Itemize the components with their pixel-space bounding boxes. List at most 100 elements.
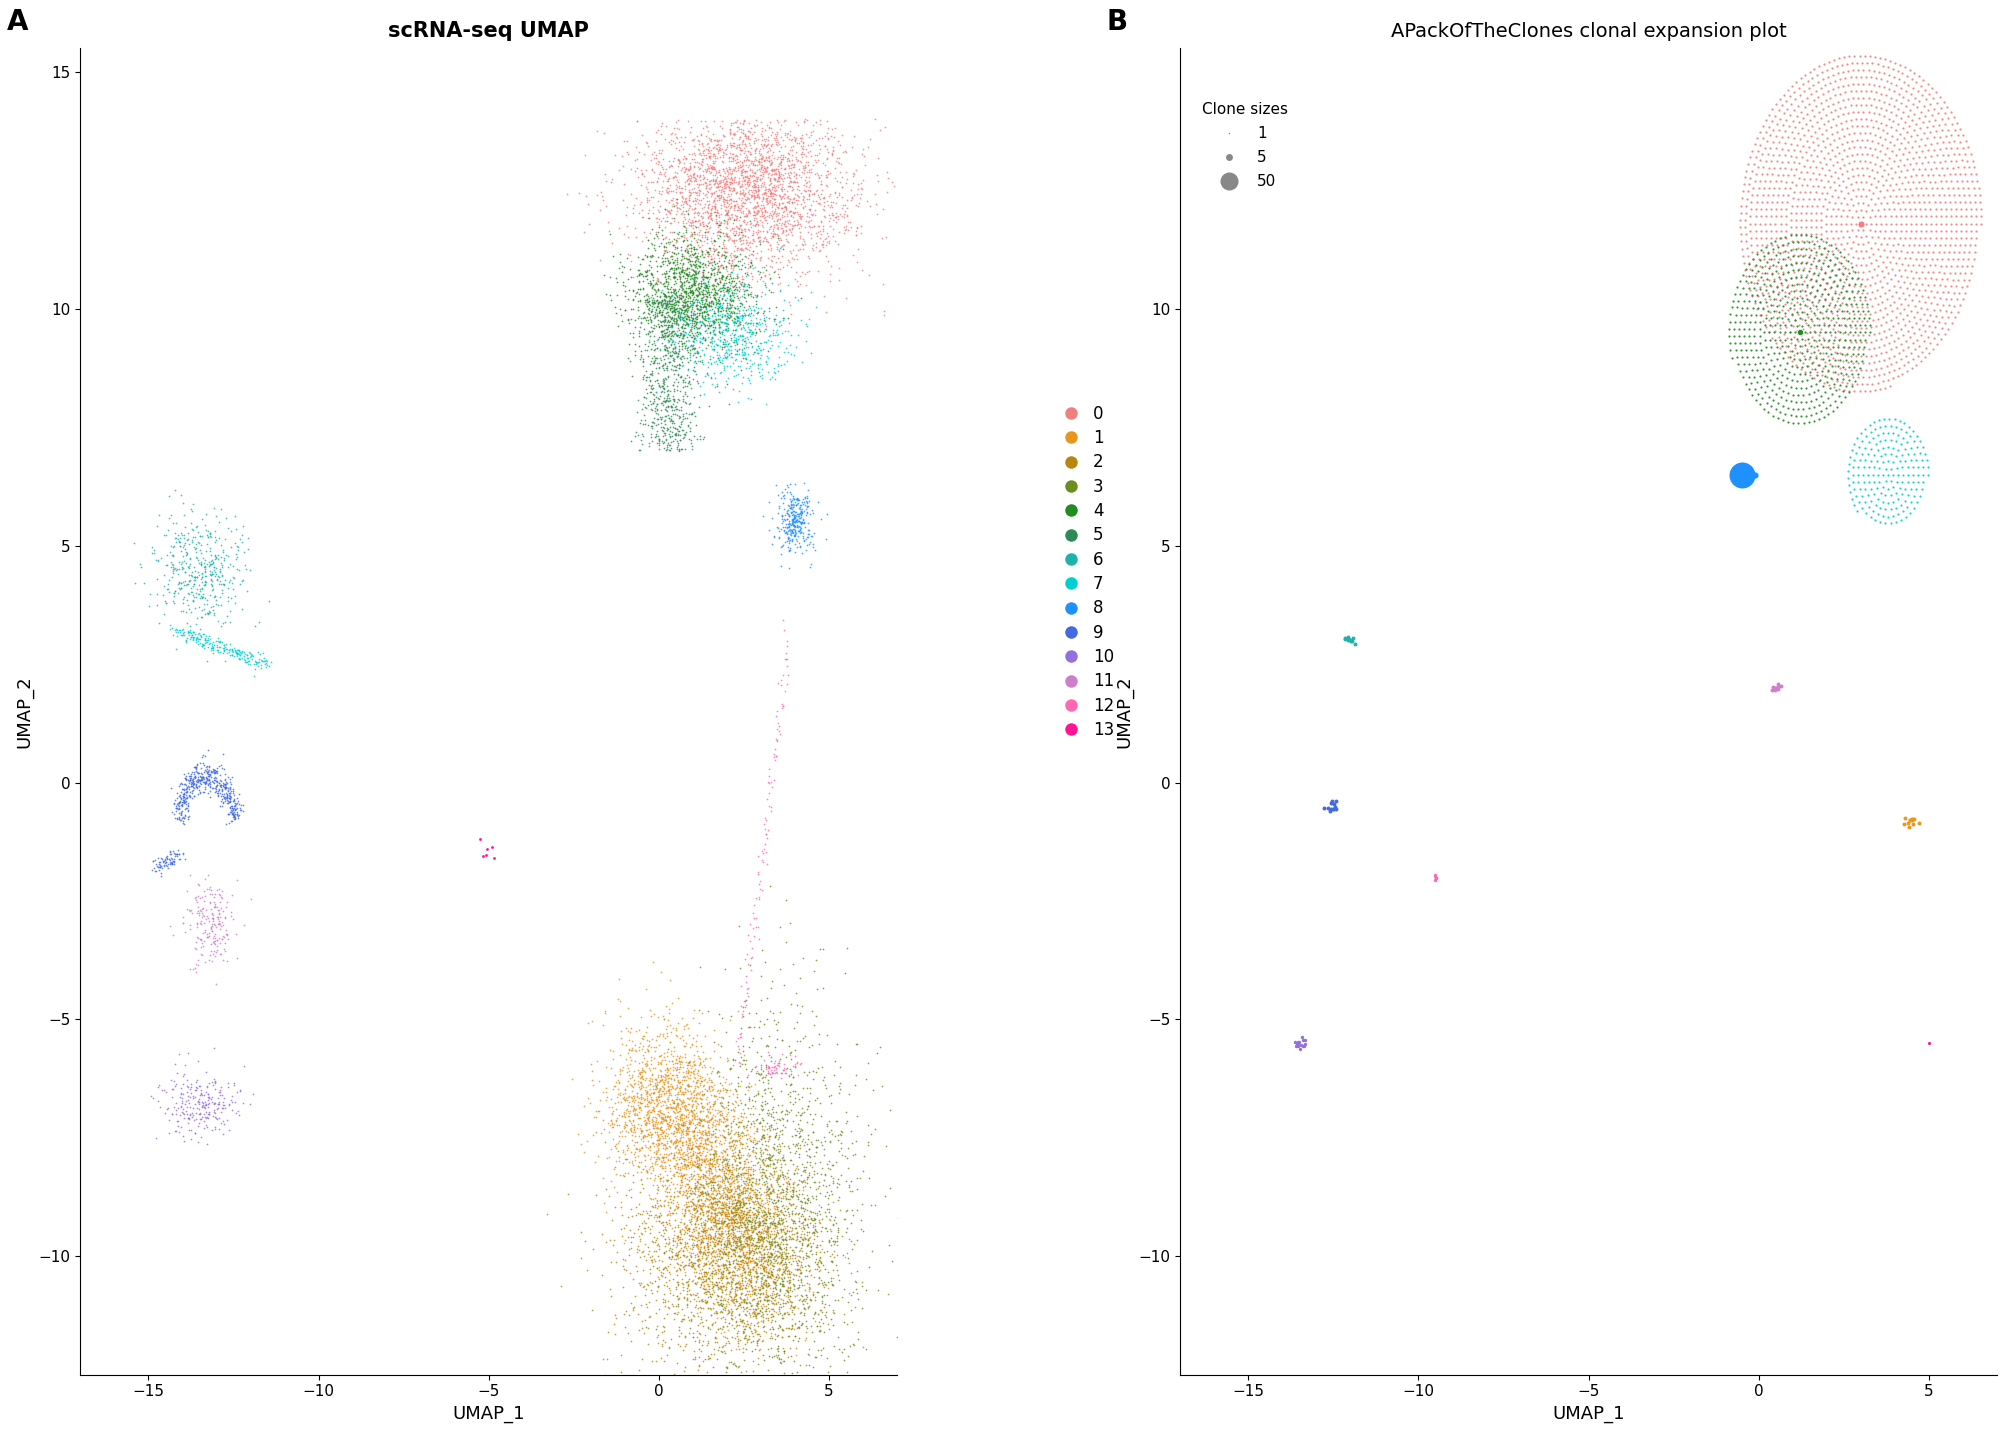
- Point: [624, 1229, 656, 1252]
- Point: [765, 1100, 797, 1123]
- Point: [714, 1260, 746, 1283]
- Point: [724, 324, 757, 347]
- Point: [664, 285, 696, 308]
- Point: [666, 244, 698, 267]
- Point: [676, 292, 708, 315]
- Point: [133, 595, 165, 618]
- Point: [658, 403, 690, 426]
- Point: [602, 1068, 634, 1091]
- Point: [662, 437, 694, 460]
- Point: [1811, 272, 1843, 295]
- Point: [706, 1094, 738, 1117]
- Point: [642, 1255, 674, 1278]
- Point: [1801, 155, 1833, 178]
- Point: [1722, 289, 1754, 312]
- Point: [841, 1198, 873, 1221]
- Point: [1785, 296, 1817, 319]
- Point: [668, 1018, 700, 1041]
- Point: [195, 564, 227, 587]
- Point: [648, 328, 680, 351]
- Point: [732, 342, 765, 365]
- Point: [1744, 332, 1777, 355]
- Point: [1763, 131, 1795, 154]
- Point: [690, 161, 722, 184]
- Point: [779, 1277, 811, 1300]
- Point: [658, 1091, 690, 1114]
- Point: [648, 410, 680, 433]
- Point: [1746, 387, 1779, 410]
- Point: [813, 1208, 845, 1231]
- Point: [744, 147, 777, 170]
- Point: [684, 1188, 716, 1211]
- Point: [632, 312, 664, 335]
- Point: [660, 358, 692, 381]
- Point: [706, 1176, 738, 1199]
- Point: [642, 1102, 674, 1125]
- Point: [666, 158, 698, 181]
- Point: [662, 1196, 694, 1219]
- Point: [686, 1224, 718, 1247]
- Point: [680, 1030, 712, 1053]
- Point: [799, 151, 831, 174]
- Point: [746, 1218, 779, 1241]
- Point: [761, 1107, 793, 1130]
- Point: [211, 777, 243, 800]
- Point: [179, 755, 211, 778]
- Point: [622, 388, 654, 411]
- Point: [682, 1237, 714, 1260]
- Point: [640, 129, 672, 152]
- Point: [209, 812, 241, 835]
- Point: [654, 1080, 686, 1103]
- Point: [674, 1217, 706, 1240]
- Point: [1752, 184, 1785, 207]
- Point: [1756, 98, 1789, 121]
- Point: [746, 1254, 779, 1277]
- Point: [668, 190, 700, 213]
- Point: [734, 1163, 767, 1186]
- Point: [1889, 204, 1921, 227]
- Point: [771, 1055, 803, 1078]
- Point: [781, 1244, 813, 1267]
- Point: [652, 1191, 684, 1214]
- Point: [1817, 154, 1849, 177]
- Point: [1803, 85, 1835, 108]
- Point: [1781, 223, 1813, 246]
- Point: [1284, 1038, 1316, 1061]
- Point: [815, 141, 847, 164]
- Point: [738, 1182, 771, 1205]
- Point: [1930, 226, 1962, 249]
- Point: [674, 121, 706, 144]
- Point: [1821, 301, 1853, 324]
- Point: [787, 234, 819, 257]
- Point: [1835, 144, 1867, 167]
- Point: [652, 365, 684, 388]
- Point: [720, 134, 752, 157]
- Point: [686, 1173, 718, 1196]
- Point: [668, 1217, 700, 1240]
- Point: [660, 1136, 692, 1159]
- Point: [763, 483, 795, 506]
- Point: [640, 1270, 672, 1293]
- Point: [1813, 255, 1845, 278]
- Point: [1825, 96, 1857, 119]
- Point: [881, 1206, 913, 1229]
- Point: [614, 1179, 646, 1202]
- Point: [752, 1183, 785, 1206]
- Point: [668, 211, 700, 234]
- Point: [668, 1114, 700, 1137]
- Point: [1817, 78, 1849, 101]
- Point: [1803, 290, 1835, 313]
- Point: [692, 1286, 724, 1309]
- Point: [660, 1149, 692, 1172]
- Point: [793, 1260, 825, 1283]
- Point: [765, 1198, 797, 1221]
- Point: [867, 272, 899, 295]
- Point: [811, 1346, 843, 1369]
- Point: [684, 230, 716, 253]
- Point: [680, 312, 712, 335]
- Point: [692, 1106, 724, 1129]
- Point: [708, 141, 740, 164]
- Point: [678, 1218, 710, 1241]
- Point: [763, 1221, 795, 1244]
- Point: [197, 558, 229, 581]
